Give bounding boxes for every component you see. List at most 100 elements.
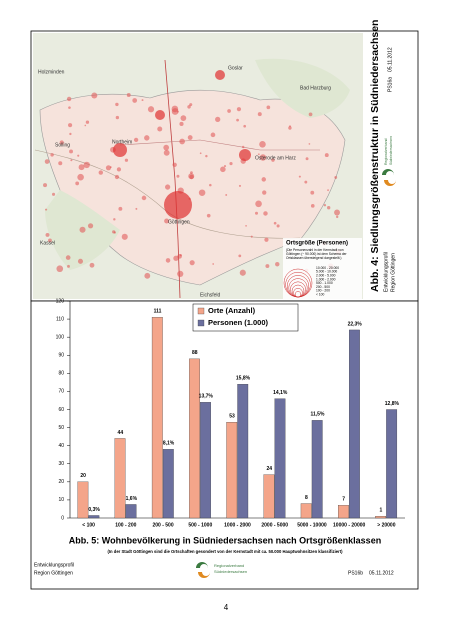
settlement-dot	[212, 263, 215, 265]
settlement-dot	[77, 154, 80, 157]
town-dot	[113, 143, 127, 157]
settlement-dot	[58, 161, 63, 166]
settlement-dot	[91, 92, 98, 99]
chart: Abb. 5: Wohnbevölkerung in Südniedersach…	[56, 298, 405, 554]
settlement-dot	[257, 153, 260, 156]
settlement-dot	[210, 132, 216, 138]
settlement-dot	[176, 174, 180, 178]
settlement-dot	[75, 181, 80, 186]
settlement-dot	[85, 120, 90, 124]
x-tick-label: 500 - 1000	[188, 522, 212, 528]
y-tick-label: 40	[58, 443, 64, 449]
settlement-dot	[118, 206, 123, 211]
settlement-dot	[241, 145, 245, 149]
bar	[125, 504, 137, 519]
legend-class-label: 100 - 200	[316, 289, 330, 293]
chart-legend	[192, 303, 299, 332]
settlement-dot	[298, 175, 301, 178]
settlement-dot	[335, 215, 339, 219]
settlement-dot	[67, 264, 70, 268]
settlement-dot	[68, 106, 71, 109]
settlement-dot	[109, 166, 112, 169]
y-tick-label: 100	[56, 334, 65, 340]
settlement-dot	[310, 204, 315, 208]
settlement-dot	[83, 161, 90, 169]
settlement-dot	[245, 224, 247, 227]
settlement-dot	[135, 207, 138, 210]
bar	[200, 402, 211, 519]
value-label: 24	[266, 466, 272, 472]
settlement-dot	[43, 183, 48, 188]
settlement-dot	[187, 135, 193, 140]
town-dot	[155, 110, 165, 120]
place-label: Goslar	[228, 65, 243, 71]
bar	[162, 449, 174, 519]
settlement-dot	[227, 109, 231, 113]
road	[119, 139, 320, 151]
settlement-dot	[105, 165, 112, 171]
settlement-dot	[187, 105, 191, 109]
value-label: 111	[154, 309, 162, 315]
settlement-dot	[69, 132, 72, 136]
settlement-dot	[44, 159, 50, 164]
legend-class-label: 1.000 - 2.000	[316, 277, 336, 281]
settlement-dot	[266, 105, 271, 110]
bar	[274, 398, 286, 519]
settlement-dot	[225, 194, 228, 196]
settlement-dot	[163, 144, 170, 151]
x-tick-label: 10000 - 20000	[333, 522, 365, 528]
share-label: 13,7%	[199, 394, 214, 400]
settlement-dot	[121, 233, 128, 240]
legend-class-label: 2.000 - 5.000	[316, 273, 336, 277]
x-tick-label: < 100	[82, 522, 95, 528]
settlement-dot	[179, 138, 185, 145]
settlement-dot	[132, 98, 138, 103]
share-label: 0,3%	[88, 507, 100, 513]
settlement-dot	[45, 232, 50, 237]
region: Region Göttingen	[34, 570, 73, 576]
settlement-dot	[68, 123, 73, 128]
profile: Entwicklungsprofil	[383, 252, 389, 292]
share-label: 14,1%	[273, 390, 288, 396]
x-tick-label: 2000 - 5000	[261, 522, 288, 528]
value-label: 8	[305, 495, 308, 501]
legend-class-label: 10.000 - 20.000	[316, 266, 339, 270]
x-tick-label: 1000 - 2000	[224, 522, 251, 528]
settlement-dot	[79, 226, 86, 233]
settlement-dot	[250, 235, 253, 238]
bar	[189, 358, 200, 519]
value-label: 20	[80, 473, 86, 479]
place-label: Solling	[55, 142, 70, 148]
settlement-dot	[147, 106, 155, 113]
share-label: 12,8%	[385, 401, 400, 407]
settlement-dot	[113, 218, 116, 221]
region: Region Göttingen	[390, 253, 396, 292]
share-label: 15,8%	[236, 376, 251, 382]
settlement-dot	[116, 167, 122, 172]
share-label: 22,3%	[348, 321, 363, 327]
settlement-dot	[77, 258, 84, 264]
logo-icon	[382, 169, 394, 175]
chart-frame	[30, 300, 419, 590]
y-tick-label: 0	[61, 515, 64, 521]
settlement-dot	[144, 135, 150, 141]
settlement-dot	[163, 149, 170, 156]
legend-symbol	[294, 291, 302, 298]
bar	[263, 474, 275, 519]
settlement-dot	[288, 126, 292, 130]
settlement-dot	[255, 200, 262, 208]
settlement-dot	[141, 99, 144, 102]
settlement-dot	[189, 260, 195, 266]
settlement-dot	[77, 173, 84, 181]
settlement-dot	[69, 149, 73, 154]
settlement-dot	[115, 102, 119, 107]
settlement-dot	[215, 116, 221, 123]
y-tick-label: 60	[58, 407, 64, 413]
settlement-dot	[172, 162, 177, 167]
legend-title: Ortsgröße (Personen)	[286, 241, 348, 247]
bar	[237, 384, 249, 519]
y-tick-label: 30	[58, 461, 64, 467]
x-tick-label: 5000 - 10000	[297, 522, 327, 528]
settlement-dot	[257, 112, 262, 117]
settlement-dots	[43, 92, 342, 279]
